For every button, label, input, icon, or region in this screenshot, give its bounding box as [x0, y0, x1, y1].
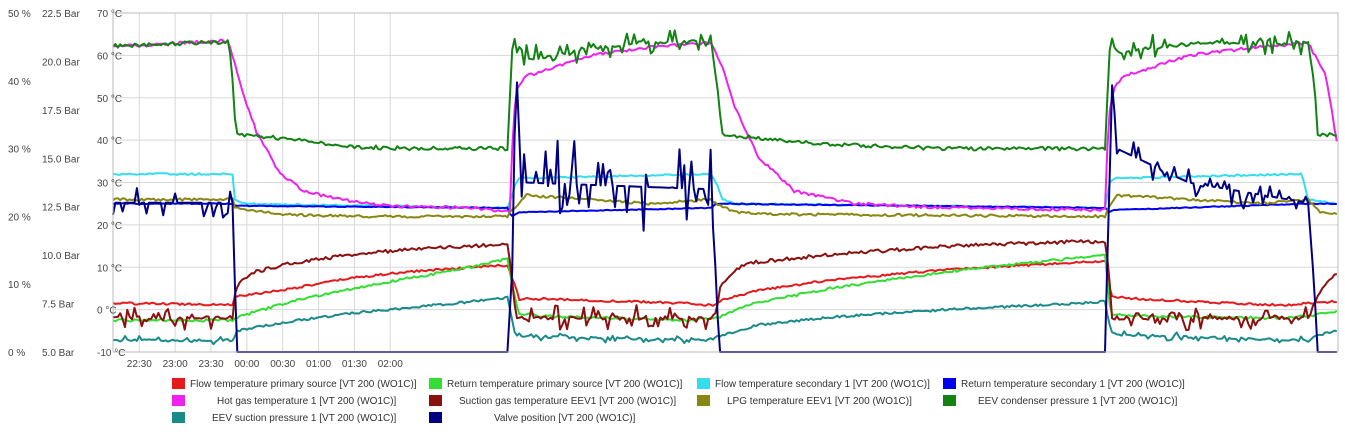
temperature-axis-tick-label: -10 °C [97, 348, 125, 359]
series-line [112, 38, 1338, 213]
temperature-axis-tick-label: 20 °C [97, 221, 122, 232]
legend-label[interactable]: Return temperature secondary 1 [VT 200 (… [961, 379, 1185, 390]
legend-label[interactable]: EEV suction pressure 1 [VT 200 (WO1C)] [212, 413, 397, 424]
percent-axis-tick-label: 0 % [8, 348, 25, 359]
pressure-axis-tick-label: 12.5 Bar [42, 203, 80, 214]
legend-label[interactable]: Flow temperature primary source [VT 200 … [190, 379, 417, 390]
series-line [112, 295, 1338, 346]
legend-swatch [697, 378, 710, 389]
percent-axis-tick-label: 20 % [8, 212, 31, 223]
legend-label[interactable]: Suction gas temperature EEV1 [VT 200 (WO… [459, 396, 676, 407]
legend-swatch [172, 412, 185, 423]
x-tick-label: 01:30 [342, 359, 367, 370]
temperature-axis-tick-label: 0 °C [97, 306, 117, 317]
percent-axis-tick-label: 50 % [8, 9, 31, 20]
series-lines [112, 29, 1338, 353]
pressure-axis-tick-label: 17.5 Bar [42, 106, 80, 117]
legend-label[interactable]: Valve position [VT 200 (WO1C)] [494, 413, 636, 424]
x-tick-label: 00:00 [234, 359, 259, 370]
x-tick-label: 02:00 [378, 359, 403, 370]
x-tick-label: 23:30 [198, 359, 223, 370]
pressure-axis-tick-label: 7.5 Bar [42, 300, 75, 311]
percent-axis-tick-label: 30 % [8, 145, 31, 156]
plot-area-border [112, 12, 1339, 353]
legend-label[interactable]: EEV condenser pressure 1 [VT 200 (WO1C)] [978, 396, 1178, 407]
legend-label[interactable]: Return temperature primary source [VT 20… [447, 379, 683, 390]
temperature-axis-tick-label: 70 °C [97, 9, 122, 20]
temperature-axis-tick-label: 40 °C [97, 136, 122, 147]
x-tick-label: 22:30 [127, 359, 152, 370]
pressure-axis-tick-label: 22.5 Bar [42, 9, 80, 20]
series-line [112, 202, 1337, 217]
x-tick-label: 01:00 [306, 359, 331, 370]
pressure-axis-tick-label: 5.0 Bar [42, 348, 75, 359]
axis-labels: 22:30 23:00 23:30 00:00 00:30 01:00 01:30 02:00… [8, 9, 403, 370]
legend-swatch [943, 378, 956, 389]
legend-swatch [172, 395, 185, 406]
temperature-axis-tick-label: 60 °C [97, 51, 122, 62]
legend-swatch [172, 378, 185, 389]
legend-swatch [943, 395, 956, 406]
pressure-axis-tick-label: 15.0 Bar [42, 154, 80, 165]
series-line [112, 193, 1338, 219]
series-line [112, 253, 1338, 323]
temperature-axis-tick-label: 30 °C [97, 179, 122, 190]
legend-swatch [429, 378, 442, 389]
percent-axis-tick-label: 40 % [8, 77, 31, 88]
series-line [112, 259, 1338, 307]
legend: Flow temperature primary source [VT 200 … [172, 378, 1185, 424]
temperature-axis-tick-label: 50 °C [97, 94, 122, 105]
pressure-axis-tick-label: 10.0 Bar [42, 251, 80, 262]
temperature-axis-tick-label: 10 °C [97, 263, 122, 274]
series-line [112, 239, 1338, 332]
legend-label[interactable]: Hot gas temperature 1 [VT 200 (WO1C)] [217, 396, 397, 407]
series-line [112, 29, 1337, 152]
x-tick-label: 23:00 [163, 359, 188, 370]
legend-swatch [429, 395, 442, 406]
legend-swatch [429, 412, 442, 423]
x-tick-label: 00:30 [270, 359, 295, 370]
legend-swatch [697, 395, 710, 406]
legend-label[interactable]: Flow temperature secondary 1 [VT 200 (WO… [715, 379, 930, 390]
percent-axis-tick-label: 10 % [8, 280, 31, 291]
pressure-axis-tick-label: 20.0 Bar [42, 57, 80, 68]
legend-label[interactable]: LPG temperature EEV1 [VT 200 (WO1C)] [727, 396, 912, 407]
